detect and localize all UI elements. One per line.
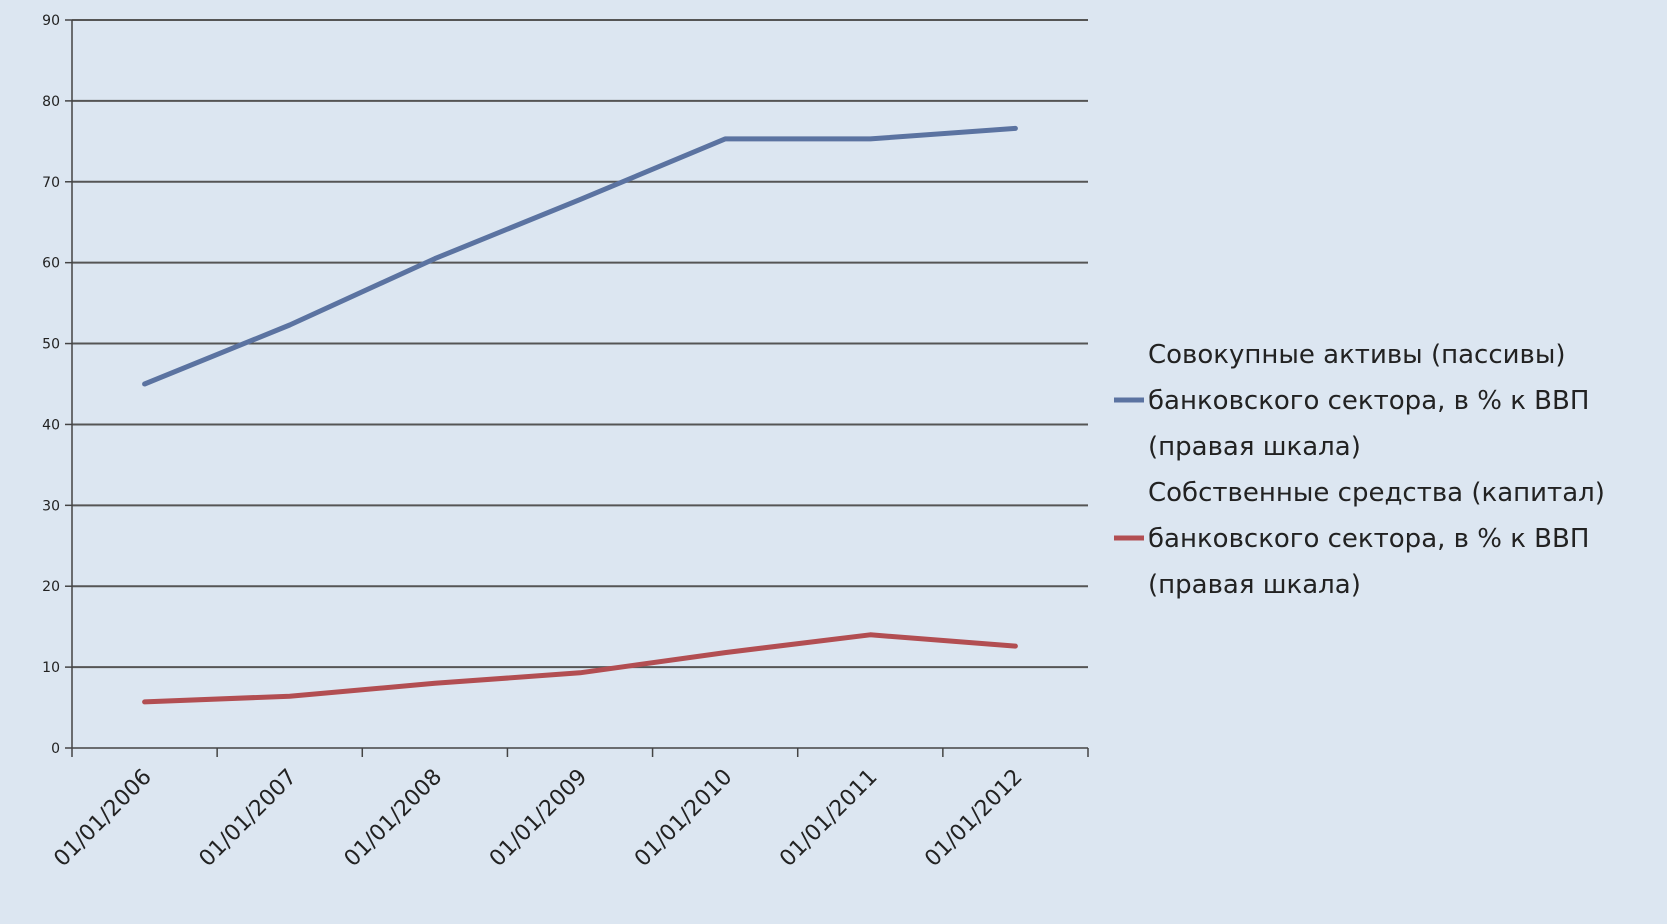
y-axis-tick-labels: 0 10 20 30 40 50 60 70 80 90: [42, 13, 60, 757]
legend: Совокупные активы (пассивы) банковского с…: [1114, 340, 1605, 600]
y-axis-tick-label: 40: [42, 417, 60, 433]
legend-label-1: банковского сектора, в % к ВВП: [1148, 386, 1589, 416]
legend-label-2: (правая шкала): [1148, 570, 1361, 600]
y-axis-tick-label: 20: [42, 579, 60, 595]
x-axis-tick-label: 01/01/2011: [775, 765, 882, 872]
y-axis-tick-label: 70: [42, 175, 60, 191]
x-axis-tick-label: 01/01/2007: [195, 765, 302, 872]
y-axis-tick-label: 10: [42, 660, 60, 676]
x-axis-tick-label: 01/01/2009: [485, 765, 592, 872]
series-line-2: [142, 632, 1018, 705]
axes: [65, 19, 1089, 757]
legend-label-2: банковского сектора, в % к ВВП: [1148, 524, 1589, 554]
series-lines: [142, 125, 1018, 705]
x-axis-tick-labels: 01/01/2006 01/01/2007 01/01/2008 01/01/2009…: [49, 765, 1027, 872]
x-axis-tick-label: 01/01/2010: [630, 765, 737, 872]
x-axis-tick-label: 01/01/2012: [920, 765, 1027, 872]
y-axis-tick-label: 60: [42, 256, 60, 272]
y-axis-tick-label: 30: [42, 498, 60, 514]
series-line-1: [142, 125, 1018, 387]
y-axis-tick-label: 80: [42, 94, 60, 110]
y-axis-tick-label: 90: [42, 13, 60, 29]
legend-label-1: (правая шкала): [1148, 432, 1361, 462]
x-axis-tick-label: 01/01/2008: [340, 765, 447, 872]
y-axis-tick-label: 50: [42, 337, 60, 353]
legend-label-1: Совокупные активы (пассивы): [1148, 340, 1566, 370]
x-axis-tick-label: 01/01/2006: [49, 765, 156, 872]
gridlines: [72, 19, 1088, 669]
y-axis-tick-label: 0: [51, 741, 60, 757]
legend-label-2: Собственные средства (капитал): [1148, 478, 1605, 508]
